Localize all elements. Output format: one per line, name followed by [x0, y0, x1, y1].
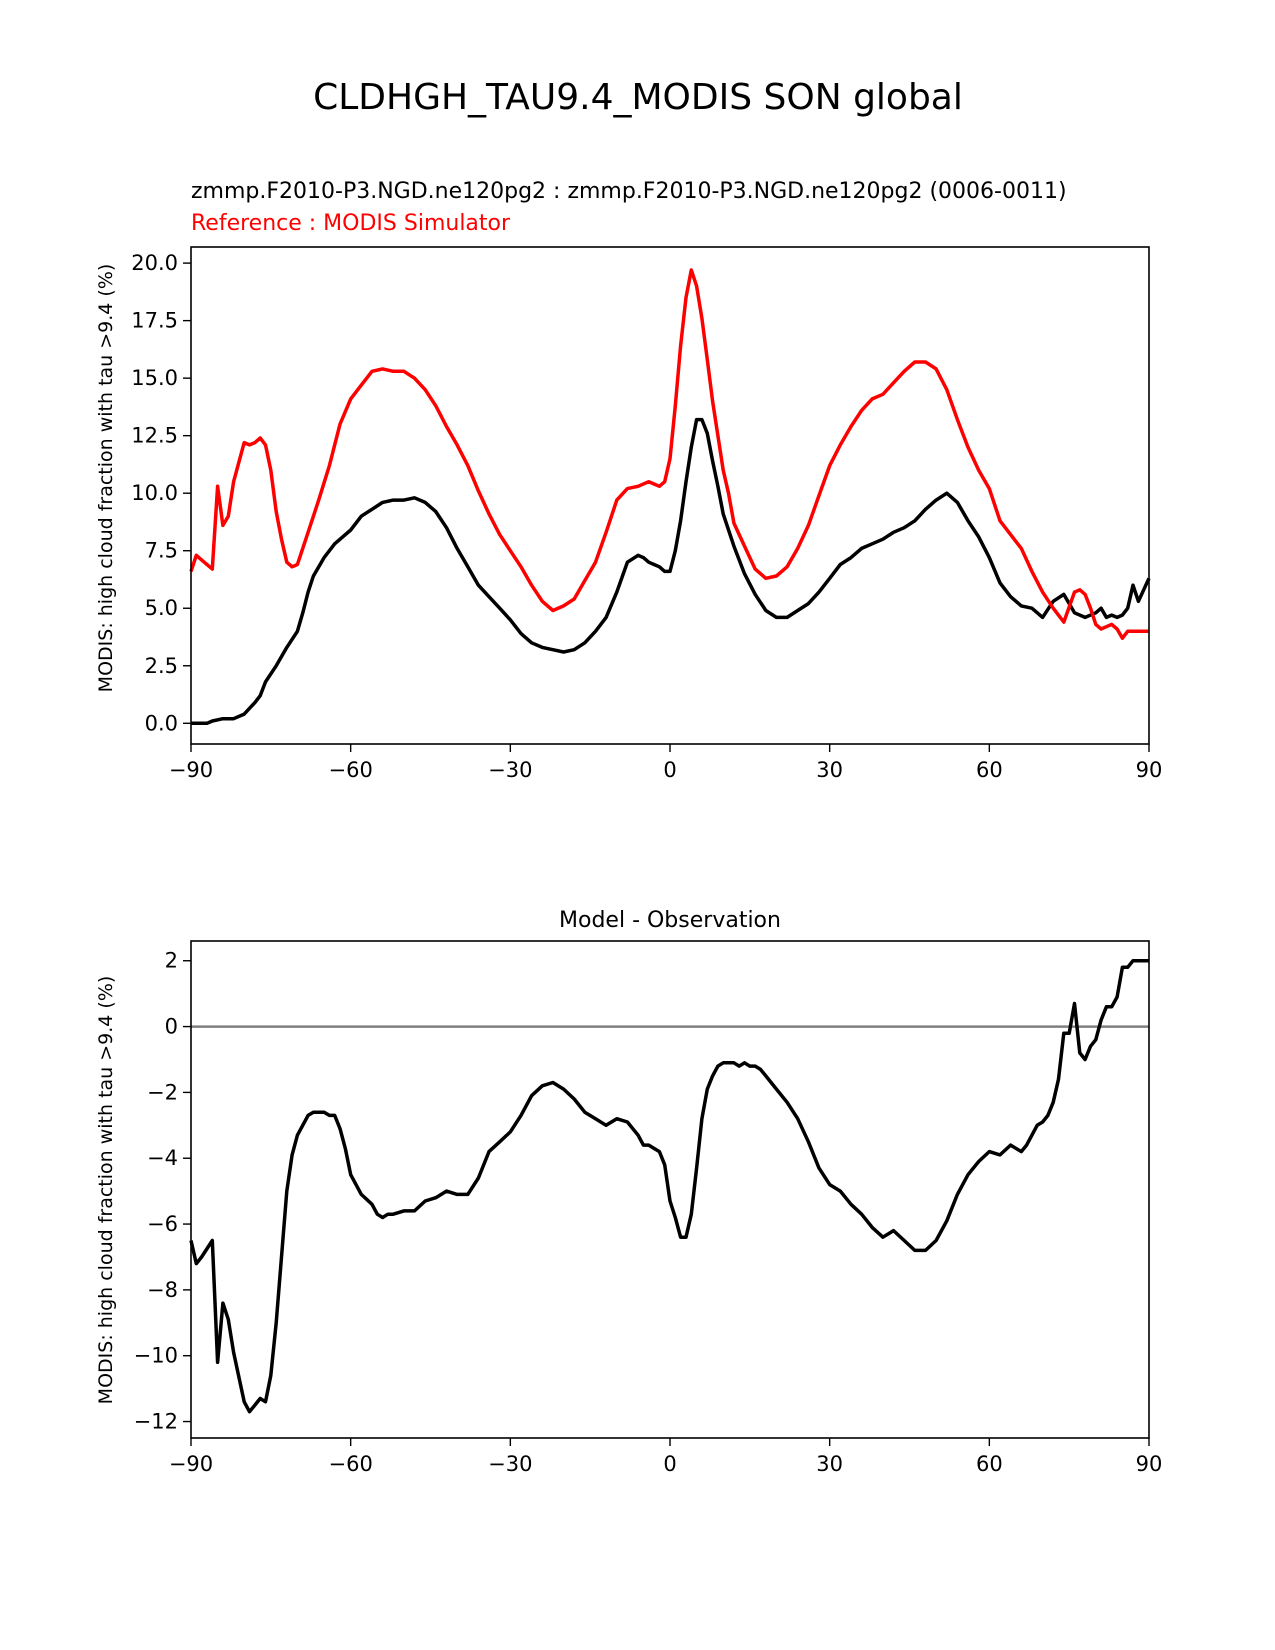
- top-panel-y-tick-label: 20.0: [131, 251, 178, 275]
- top-panel-x-tick-label: −90: [169, 758, 213, 782]
- figure-title: CLDHGH_TAU9.4_MODIS SON global: [313, 77, 963, 118]
- bottom-panel-y-tick-label: −10: [134, 1344, 178, 1368]
- top-panel-title-line1: zmmp.F2010-P3.NGD.ne120pg2 : zmmp.F2010-…: [191, 179, 1067, 204]
- bottom-panel-series-model-line: [189, 958, 1149, 1414]
- top-panel-x-tick-label: −30: [488, 758, 532, 782]
- top-panel-y-tick-label: 12.5: [131, 424, 178, 448]
- top-panel-y-tick-label: 2.5: [145, 654, 178, 678]
- bottom-panel-y-tick-label: 2: [165, 949, 178, 973]
- bottom-panel: Model - Observation MODIS: high cloud fr…: [95, 908, 1162, 1476]
- bottom-panel-x-tick-label: −60: [329, 1452, 373, 1476]
- top-panel: zmmp.F2010-P3.NGD.ne120pg2 : zmmp.F2010-…: [95, 179, 1162, 782]
- bottom-panel-x-tick-label: 0: [663, 1452, 676, 1476]
- top-panel-y-axis-label: MODIS: high cloud fraction with tau >9.4…: [95, 264, 117, 693]
- bottom-panel-y-tick-label: −2: [147, 1080, 178, 1104]
- top-panel-x-tick-label: 30: [816, 758, 843, 782]
- top-panel-x-tick-label: 0: [663, 758, 676, 782]
- top-panel-x-tick-label: 90: [1136, 758, 1163, 782]
- bottom-panel-x-tick-label: 30: [816, 1452, 843, 1476]
- top-panel-series-model-line: [191, 417, 1151, 726]
- top-panel-x-tick-label: −60: [329, 758, 373, 782]
- top-panel-frame: [190, 246, 1150, 745]
- bottom-panel-y-tick-label: 0: [165, 1015, 178, 1039]
- bottom-panel-frame: [190, 940, 1150, 1439]
- bottom-panel-y-tick-label: −6: [147, 1212, 178, 1236]
- bottom-panel-x-tick-label: −90: [169, 1452, 213, 1476]
- top-panel-y-tick-label: 7.5: [145, 539, 178, 563]
- top-panel-y-tick-label: 5.0: [145, 596, 178, 620]
- bottom-panel-x-tick-label: 60: [976, 1452, 1003, 1476]
- top-panel-series-reference-line: [189, 268, 1149, 640]
- top-panel-title-line2: Reference : MODIS Simulator: [191, 211, 511, 236]
- bottom-panel-x-tick-label: 90: [1136, 1452, 1163, 1476]
- bottom-panel-y-tick-label: −8: [147, 1278, 178, 1302]
- top-panel-y-tick-label: 10.0: [131, 481, 178, 505]
- top-panel-y-tick-label: 15.0: [131, 366, 178, 390]
- bottom-panel-x-tick-label: −30: [488, 1452, 532, 1476]
- bottom-panel-y-tick-label: −4: [147, 1146, 178, 1170]
- top-panel-y-tick-label: 0.0: [145, 711, 178, 735]
- top-panel-x-tick-label: 60: [976, 758, 1003, 782]
- top-panel-y-tick-label: 17.5: [131, 309, 178, 333]
- bottom-panel-y-axis-label: MODIS: high cloud fraction with tau >9.4…: [95, 976, 117, 1405]
- bottom-panel-y-tick-label: −12: [134, 1410, 178, 1434]
- bottom-panel-title: Model - Observation: [559, 908, 781, 933]
